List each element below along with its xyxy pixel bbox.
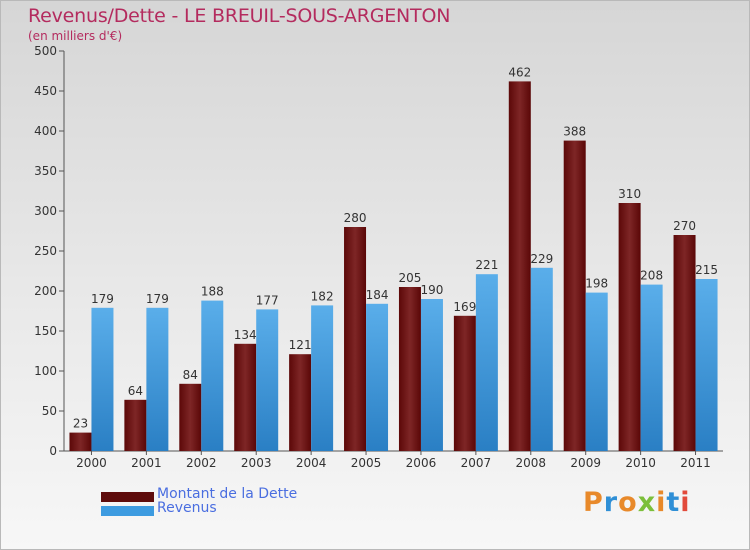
legend-swatch-revenue (101, 506, 154, 516)
bar-debt (344, 227, 367, 451)
x-tick-label: 2011 (680, 456, 711, 470)
legend-label-debt: Montant de la Dette (157, 486, 298, 502)
bar-debt (673, 235, 696, 451)
bar-debt (289, 354, 312, 451)
data-label-debt: 388 (563, 125, 586, 139)
data-label-revenue: 190 (421, 283, 444, 297)
bars (69, 81, 718, 452)
data-label-revenue: 179 (146, 292, 169, 306)
bar-revenue (91, 307, 114, 451)
y-tick-label: 250 (34, 244, 57, 258)
bar-revenue (695, 279, 718, 451)
data-label-debt: 23 (73, 417, 88, 431)
bar-revenue (256, 309, 279, 451)
y-tick-label: 0 (49, 444, 57, 458)
data-label-debt: 134 (234, 328, 257, 342)
data-label-revenue: 177 (256, 293, 279, 307)
data-label-debt: 121 (289, 338, 312, 352)
data-label-debt: 310 (618, 187, 641, 201)
x-tick-label: 2001 (131, 456, 162, 470)
bar-revenue (420, 299, 443, 451)
chart-subtitle: (en milliers d'€) (28, 29, 123, 43)
bar-debt (453, 315, 476, 451)
data-label-revenue: 188 (201, 285, 224, 299)
data-label-debt: 462 (508, 65, 531, 79)
data-label-revenue: 198 (585, 277, 608, 291)
bar-debt (618, 203, 641, 451)
bar-debt (234, 343, 257, 451)
y-tick-label: 100 (34, 364, 57, 378)
x-tick-label: 2005 (351, 456, 382, 470)
x-tick-label: 2006 (406, 456, 437, 470)
x-tick-label: 2010 (625, 456, 656, 470)
bar-debt (508, 81, 531, 452)
y-tick-label: 500 (34, 44, 57, 58)
x-tick-label: 2007 (461, 456, 492, 470)
data-label-debt: 84 (183, 368, 198, 382)
chart-title: Revenus/Dette - LE BREUIL-SOUS-ARGENTON (28, 5, 451, 27)
axes: 0 50 100 150 200 250 300 350 400 450 500 2000 2001 20… (34, 44, 723, 470)
x-tick-label: 2002 (186, 456, 217, 470)
bar-revenue (475, 274, 498, 451)
bar-revenue (530, 267, 553, 451)
legend-label-revenue: Revenus (157, 500, 217, 516)
y-tick-label: 300 (34, 204, 57, 218)
data-label-revenue: 184 (366, 288, 389, 302)
data-label-debt: 64 (128, 384, 143, 398)
bar-revenue (201, 300, 224, 451)
bar-revenue (311, 305, 334, 451)
data-label-debt: 205 (399, 271, 422, 285)
x-tick-label: 2008 (516, 456, 547, 470)
y-tick-label: 350 (34, 164, 57, 178)
data-label-revenue: 208 (640, 269, 663, 283)
bar-debt (69, 432, 92, 451)
legend-swatch-debt (101, 492, 154, 502)
bar-revenue (585, 292, 608, 451)
bar-revenue (640, 284, 663, 451)
data-label-revenue: 179 (91, 292, 114, 306)
bar-revenue (366, 303, 389, 451)
y-tick-label: 450 (34, 84, 57, 98)
x-tick-label: 2009 (570, 456, 601, 470)
data-label-revenue: 215 (695, 263, 718, 277)
x-tick-label: 2003 (241, 456, 272, 470)
y-tick-label: 150 (34, 324, 57, 338)
y-tick-label: 50 (42, 404, 57, 418)
bar-debt (563, 140, 586, 451)
data-label-revenue: 182 (311, 289, 334, 303)
x-tick-label: 2000 (76, 456, 107, 470)
bar-revenue (146, 307, 169, 451)
bar-debt (398, 287, 421, 451)
proxiti-logo: Proxiti (583, 487, 691, 518)
bar-debt (179, 383, 202, 451)
x-tick-label: 2004 (296, 456, 327, 470)
data-label-debt: 270 (673, 219, 696, 233)
data-label-debt: 280 (344, 211, 367, 225)
data-label-revenue: 229 (530, 252, 553, 266)
y-tick-label: 400 (34, 124, 57, 138)
y-tick-label: 200 (34, 284, 57, 298)
data-label-debt: 169 (453, 300, 476, 314)
bar-debt (124, 399, 147, 451)
data-label-revenue: 221 (475, 258, 498, 272)
